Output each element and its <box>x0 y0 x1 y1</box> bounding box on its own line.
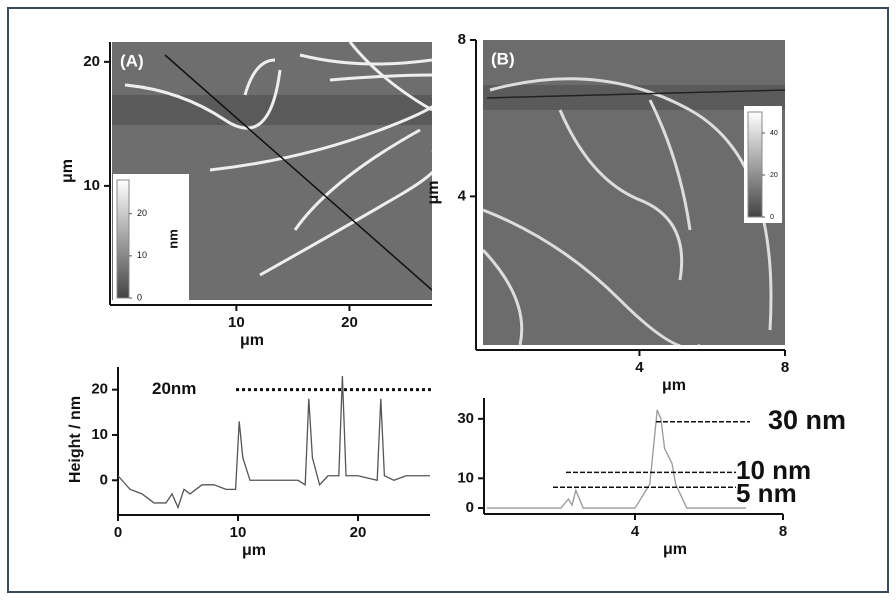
x-tick-label: 8 <box>779 523 787 540</box>
y-tick-label: 20 <box>83 53 100 70</box>
y-tick-label: 10 <box>83 177 100 194</box>
y-tick-label: 30 <box>457 410 474 427</box>
x-axis-label: μm <box>662 377 686 394</box>
x-tick-label: 0 <box>114 524 122 541</box>
y-tick-label: 4 <box>458 187 467 204</box>
x-tick-label: 8 <box>781 359 789 376</box>
y-axis-label: μm <box>425 180 442 204</box>
y-tick-label: 20 <box>91 381 108 398</box>
x-tick-label: 20 <box>341 314 358 331</box>
figure: 10201020μmμm(A)01020nm4848μmμm(B)0204001… <box>0 0 896 600</box>
colorbar <box>748 112 762 217</box>
x-axis-label: μm <box>240 332 264 349</box>
colorbar-tick-label: 20 <box>770 172 778 179</box>
colorbar-label: nm <box>165 229 180 249</box>
x-axis-label: μm <box>242 542 266 559</box>
colorbar-tick-label: 0 <box>770 214 774 221</box>
y-tick-label: 10 <box>457 469 474 486</box>
panel-label: (B) <box>491 49 515 68</box>
colorbar-tick-label: 0 <box>137 292 142 302</box>
annotation-label: 5 nm <box>736 478 797 508</box>
colorbar <box>117 180 129 298</box>
x-tick-label: 20 <box>350 524 367 541</box>
colorbar-tick-label: 10 <box>137 250 147 260</box>
x-tick-label: 10 <box>230 524 247 541</box>
x-tick-label: 4 <box>631 523 640 540</box>
y-tick-label: 0 <box>100 471 108 488</box>
y-tick-label: 0 <box>466 499 474 516</box>
annotation-label: 30 nm <box>768 405 846 435</box>
y-tick-label: 10 <box>91 426 108 443</box>
y-axis-label: Height / nm <box>67 396 84 483</box>
x-axis-label: μm <box>663 541 687 558</box>
y-tick-label: 8 <box>458 31 466 48</box>
panel-label: (A) <box>120 51 144 70</box>
y-axis-label: μm <box>59 159 76 183</box>
colorbar-tick-label: 20 <box>137 208 147 218</box>
x-tick-label: 10 <box>228 314 245 331</box>
colorbar-tick-label: 40 <box>770 130 778 137</box>
annotation-label: 20nm <box>152 379 196 398</box>
x-tick-label: 4 <box>635 359 644 376</box>
afm-image-b <box>483 40 785 348</box>
